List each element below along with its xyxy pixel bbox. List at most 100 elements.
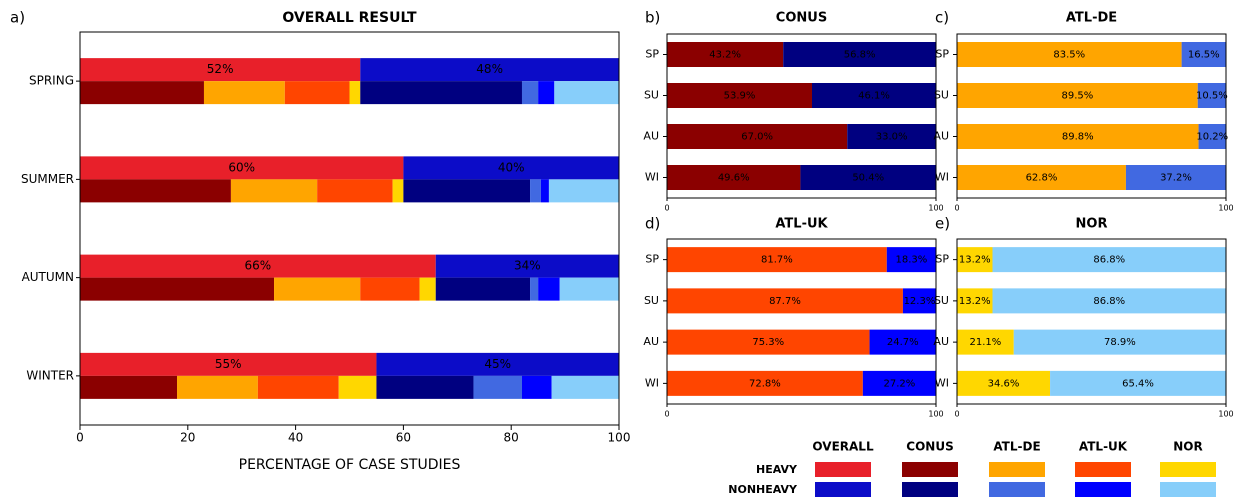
value-label: 62.8% [1026, 173, 1058, 184]
bar-segment [957, 165, 1126, 190]
bar-segment [957, 124, 1199, 149]
x-tick-label: 0 [664, 204, 669, 213]
value-label: 27.2% [884, 378, 916, 389]
value-label: 13.2% [959, 296, 991, 307]
value-label: 53.9% [724, 91, 756, 102]
legend-swatch [902, 482, 958, 497]
y-tick-label: AU [643, 335, 659, 348]
y-tick-label: SP [645, 253, 659, 266]
y-tick-label: SU [934, 89, 949, 102]
value-label: 89.8% [1062, 132, 1094, 143]
value-label: 50.4% [852, 173, 884, 184]
bar-segment [667, 83, 812, 108]
bar-segment [811, 83, 936, 108]
value-label: 86.8% [1093, 255, 1125, 266]
plot-frame [79, 31, 620, 426]
bar-segment [992, 247, 1226, 273]
bar-segment [80, 352, 377, 376]
value-label: 78.9% [1104, 337, 1136, 348]
legend-swatch [815, 482, 871, 497]
bar-segment [869, 329, 936, 355]
x-tick-label: 0 [954, 410, 959, 419]
bar-segment [847, 124, 936, 149]
breakdown-segment [257, 375, 339, 399]
value-label: 43.2% [709, 50, 741, 61]
breakdown-segment [80, 277, 275, 301]
y-tick-label: AU [643, 130, 659, 143]
legend-swatch [989, 482, 1045, 497]
breakdown-segment [80, 375, 178, 399]
legend-swatch [1160, 482, 1216, 497]
bar-segment [957, 370, 1051, 396]
breakdown-segment [403, 179, 531, 203]
legend-swatch [902, 462, 958, 477]
value-label: 12.3% [904, 296, 936, 307]
breakdown-segment [559, 277, 619, 301]
breakdown-segment [360, 81, 522, 105]
bar-segment [957, 329, 1014, 355]
breakdown-segment [177, 375, 258, 399]
y-tick-label: WI [645, 171, 659, 184]
breakdown-segment [530, 179, 541, 203]
bar-segment [435, 254, 619, 278]
bar-segment [1125, 165, 1226, 190]
value-label: 10.5% [1196, 91, 1228, 102]
breakdown-segment [284, 81, 350, 105]
bar-segment [667, 124, 848, 149]
breakdown-segment [360, 277, 420, 301]
y-tick-label: WINTER [26, 368, 74, 382]
y-tick-label: SUMMER [21, 172, 74, 186]
x-tick-label: 80 [504, 431, 519, 445]
value-label: 66% [245, 259, 272, 273]
panel-title: ATL-UK [775, 217, 828, 232]
value-label: 24.7% [887, 337, 919, 348]
y-tick-label: AUTUMN [22, 270, 74, 284]
bar-segment [80, 254, 436, 278]
value-label: 46.1% [858, 91, 890, 102]
y-tick-label: SP [935, 48, 949, 61]
value-label: 81.7% [761, 255, 793, 266]
breakdown-segment [554, 81, 619, 105]
value-label: 86.8% [1093, 296, 1125, 307]
legend-swatch [815, 462, 871, 477]
value-label: 45% [484, 357, 511, 371]
plot-frame [956, 238, 1227, 405]
bar-segment [667, 288, 903, 314]
y-tick-label: SU [934, 294, 949, 307]
breakdown-segment [230, 179, 318, 203]
breakdown-segment [274, 277, 361, 301]
panel-title: CONUS [776, 11, 827, 26]
breakdown-segment [551, 375, 619, 399]
y-tick-label: SU [644, 89, 659, 102]
legend-row: HEAVY [756, 463, 798, 476]
panel-title: ATL-DE [1066, 11, 1117, 26]
bar-segment [360, 58, 619, 82]
breakdown-segment [521, 81, 539, 105]
breakdown-segment [317, 179, 393, 203]
value-label: 21.1% [969, 337, 1001, 348]
breakdown-segment [80, 81, 204, 105]
bar-segment [1198, 124, 1226, 149]
legend-swatch [989, 462, 1045, 477]
x-tick-label: 0 [954, 204, 959, 213]
panel-label: a) [10, 9, 25, 27]
value-label: 10.2% [1196, 132, 1228, 143]
breakdown-segment [80, 179, 231, 203]
legend-swatch [1075, 482, 1131, 497]
panel-label: c) [935, 9, 949, 27]
value-label: 56.8% [844, 50, 876, 61]
legend-row: NONHEAVY [728, 483, 798, 496]
panel-label: b) [645, 9, 660, 27]
value-label: 60% [228, 160, 255, 174]
bar-segment [957, 83, 1198, 108]
value-label: 52% [207, 62, 234, 76]
value-label: 16.5% [1188, 50, 1220, 61]
breakdown-segment [203, 81, 285, 105]
bar-segment [957, 288, 993, 314]
legend-column: ATL-DE [993, 440, 1040, 454]
value-label: 34.6% [988, 378, 1020, 389]
panel-title: OVERALL RESULT [282, 10, 417, 26]
legend-swatch [1075, 462, 1131, 477]
bar-segment [862, 370, 936, 396]
